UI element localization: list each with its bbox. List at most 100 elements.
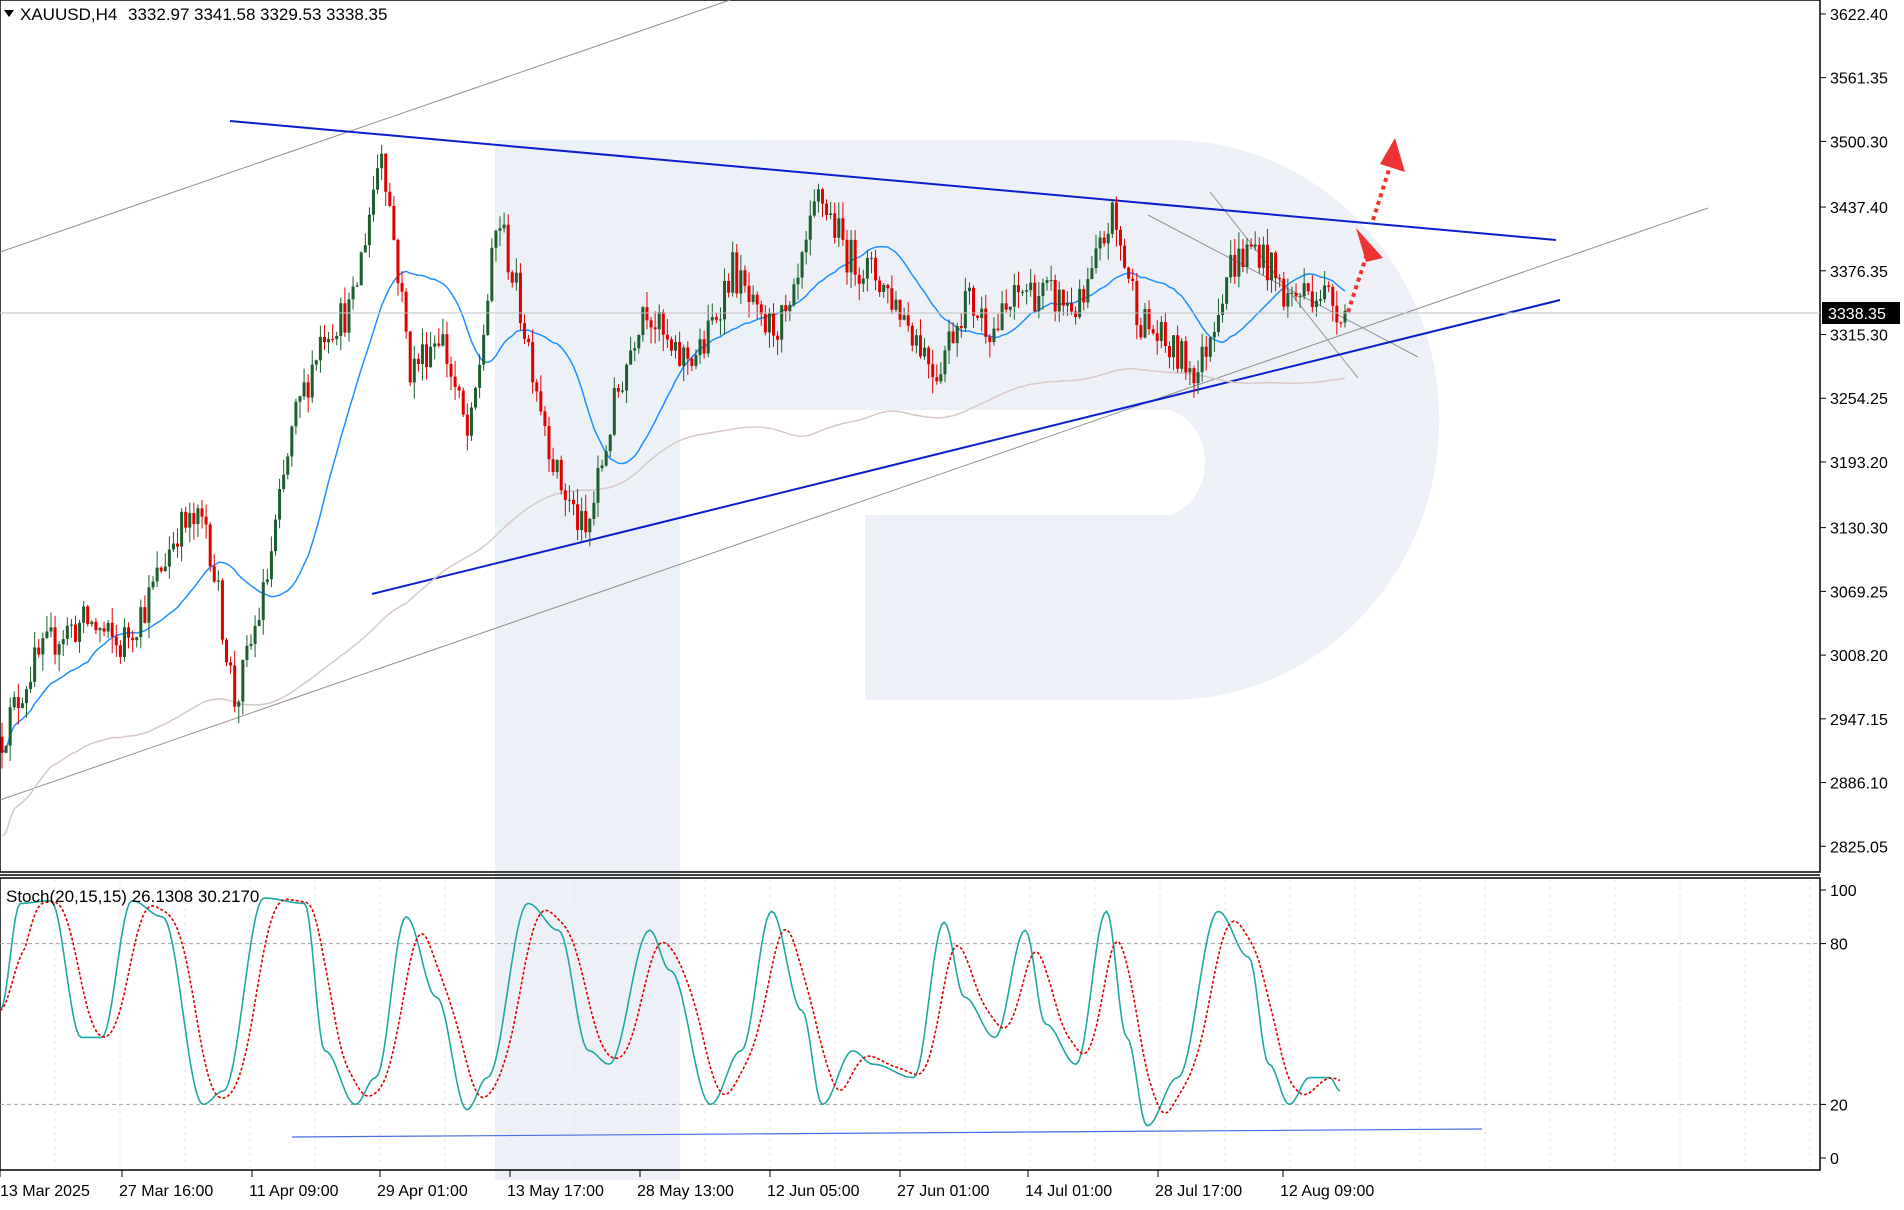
candle-body bbox=[127, 627, 131, 638]
candle-body bbox=[563, 490, 567, 500]
candle-body bbox=[482, 334, 486, 365]
candle-body bbox=[669, 339, 673, 351]
candle-body bbox=[694, 355, 698, 366]
candle-body bbox=[1176, 335, 1180, 369]
candle-body bbox=[41, 638, 45, 655]
candle-body bbox=[776, 335, 780, 340]
candle-body bbox=[841, 218, 845, 240]
candle-body bbox=[592, 502, 596, 519]
candle-body bbox=[20, 703, 24, 709]
time-tick-label: 28 May 13:00 bbox=[637, 1183, 734, 1200]
candle-body bbox=[584, 511, 588, 533]
stoch-signal-line bbox=[0, 898, 1341, 1115]
stoch-tick-label: 80 bbox=[1830, 937, 1848, 954]
candle-body bbox=[514, 272, 518, 283]
candle-body bbox=[212, 566, 216, 582]
candle-body bbox=[433, 343, 437, 347]
candle-body bbox=[1339, 322, 1343, 324]
stoch-axis: 100 80 20 0 bbox=[1820, 883, 1857, 1168]
candle-body bbox=[935, 377, 939, 382]
price-tick-label: 3622.40 bbox=[1830, 7, 1888, 24]
candle-body bbox=[816, 189, 820, 202]
stoch-tick-label: 0 bbox=[1830, 1151, 1839, 1168]
candle-body bbox=[363, 245, 367, 253]
candle-body bbox=[318, 336, 322, 361]
collapse-triangle-icon[interactable] bbox=[4, 10, 14, 17]
forecast-arrow bbox=[1346, 138, 1405, 313]
candle-body bbox=[1298, 296, 1302, 298]
candle-body bbox=[4, 745, 8, 753]
candle-body bbox=[102, 628, 106, 632]
candle-body bbox=[1139, 325, 1143, 338]
candle-body bbox=[849, 239, 853, 273]
candle-body bbox=[1082, 289, 1086, 303]
candle-body bbox=[12, 697, 16, 708]
candle-body bbox=[772, 312, 776, 336]
candle-body bbox=[992, 328, 996, 343]
candle-body bbox=[1151, 329, 1155, 334]
price-tick-label: 3254.25 bbox=[1830, 391, 1888, 408]
price-tick-label: 2825.05 bbox=[1830, 839, 1888, 856]
price-axis: 3622.40 3561.35 3500.30 3437.40 3376.35 3315.… bbox=[1820, 7, 1888, 856]
candle-body bbox=[347, 299, 351, 333]
stoch-panel-frame bbox=[0, 877, 1821, 1171]
candle-body bbox=[894, 299, 898, 310]
candle-body bbox=[1294, 292, 1298, 297]
candle-body bbox=[139, 607, 143, 638]
candle-body bbox=[539, 391, 543, 412]
candle-body bbox=[963, 291, 967, 329]
candle-body bbox=[902, 315, 906, 320]
candle-body bbox=[261, 582, 265, 620]
candle-body bbox=[143, 607, 147, 623]
candle-body bbox=[1016, 285, 1020, 293]
candle-body bbox=[1061, 289, 1065, 306]
candle-body bbox=[825, 203, 829, 215]
candle-body bbox=[404, 291, 408, 332]
price-panel-frame bbox=[0, 0, 1821, 873]
candle-body bbox=[465, 414, 469, 436]
candle-body bbox=[1021, 291, 1025, 293]
candle-body bbox=[82, 606, 86, 623]
candle-body bbox=[633, 348, 637, 351]
candle-body bbox=[1090, 268, 1094, 280]
candle-body bbox=[1343, 310, 1347, 323]
candle-body bbox=[1327, 285, 1331, 288]
candle-body bbox=[486, 300, 490, 335]
candle-body bbox=[718, 319, 722, 321]
candle-body bbox=[788, 305, 792, 312]
forecast-dash-2 bbox=[1371, 159, 1394, 221]
candle-body bbox=[1192, 368, 1196, 384]
candle-body bbox=[1167, 346, 1171, 358]
candle-body bbox=[947, 331, 951, 351]
candle-body bbox=[645, 307, 649, 321]
candle-body bbox=[49, 627, 53, 632]
triangle-upper-line bbox=[229, 120, 1557, 241]
candle-body bbox=[33, 647, 37, 682]
candle-body bbox=[1029, 282, 1033, 291]
price-tick-label: 3193.20 bbox=[1830, 455, 1888, 472]
candle-body bbox=[204, 516, 208, 525]
candle-body bbox=[555, 459, 559, 473]
candle-body bbox=[641, 307, 645, 336]
candle-body bbox=[531, 342, 535, 383]
candle-body bbox=[37, 647, 41, 655]
candle-body bbox=[1143, 308, 1147, 338]
candle-body bbox=[1249, 244, 1253, 247]
candle-body bbox=[1245, 244, 1249, 268]
candle-body bbox=[576, 504, 580, 531]
candle-body bbox=[1184, 341, 1188, 373]
candle-body bbox=[1302, 283, 1306, 297]
candle-body bbox=[86, 606, 90, 625]
candle-body bbox=[237, 701, 241, 707]
candle-body bbox=[314, 360, 318, 365]
vertical-gridlines bbox=[54, 880, 1811, 1168]
candle-body bbox=[1253, 244, 1257, 247]
candle-body bbox=[547, 426, 551, 460]
candle-body bbox=[1000, 303, 1004, 330]
candle-body bbox=[886, 284, 890, 289]
stoch-lines bbox=[0, 897, 1341, 1127]
candle-body bbox=[1180, 341, 1184, 369]
moving-averages bbox=[1, 245, 1346, 837]
forecast-arrowhead-2 bbox=[1380, 138, 1405, 172]
